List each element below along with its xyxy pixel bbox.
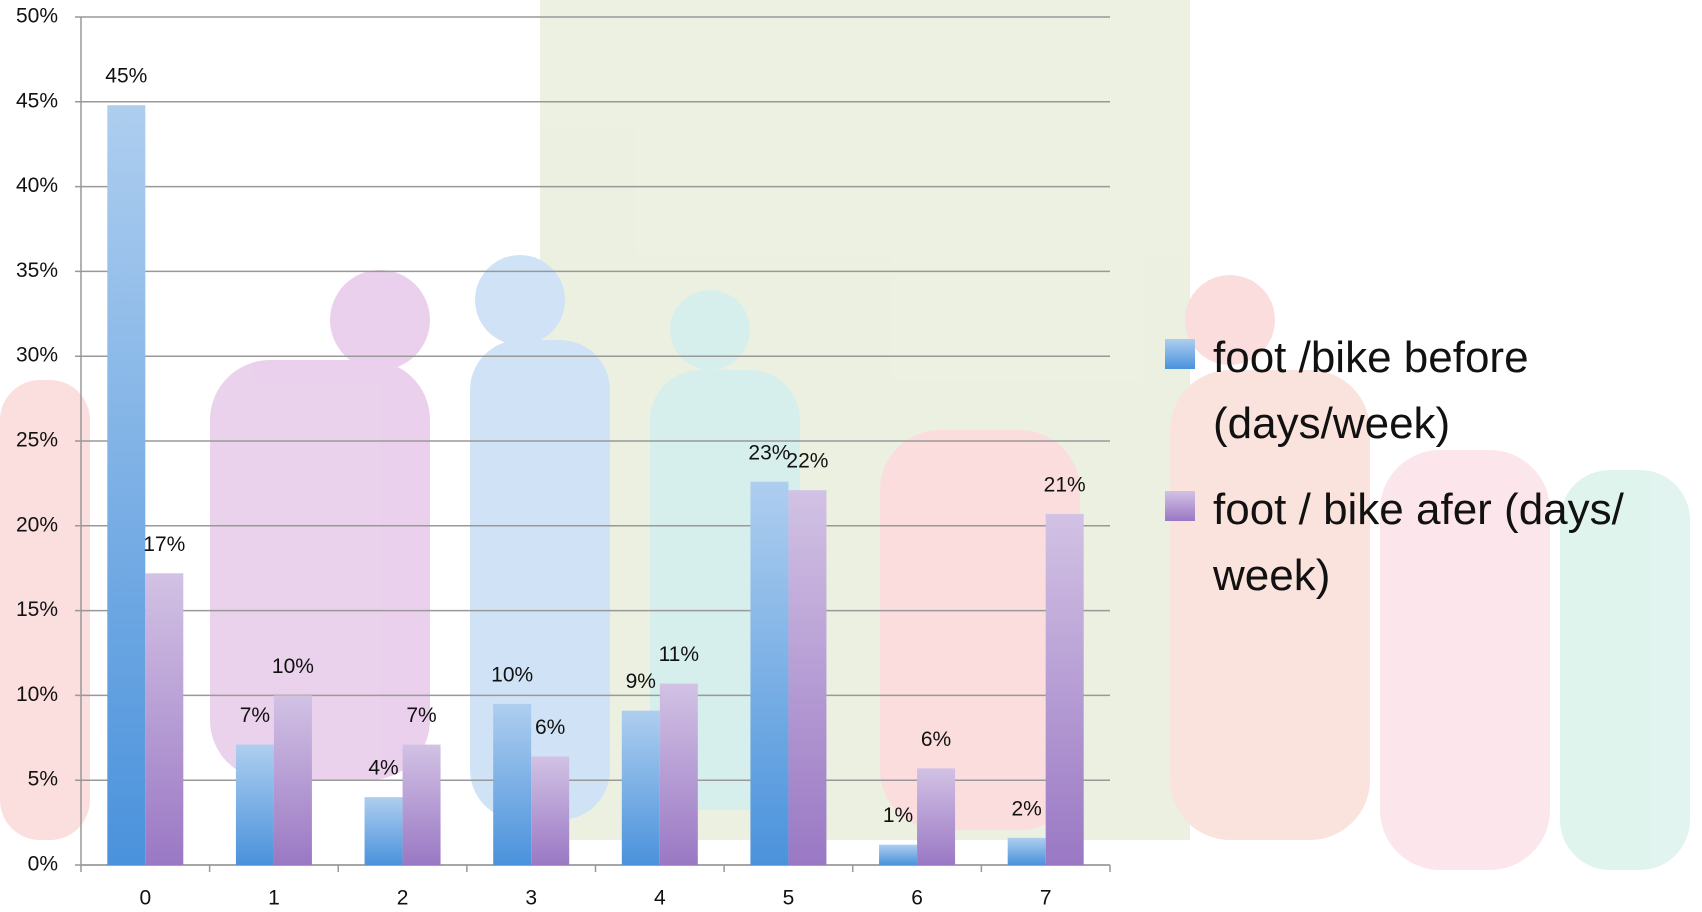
- y-tick-label: 10%: [16, 683, 58, 706]
- value-label: 9%: [626, 670, 656, 693]
- x-tick-label: 6: [911, 887, 923, 910]
- legend-swatch: [1165, 491, 1195, 521]
- bar: [917, 768, 956, 865]
- legend: foot /bike before (days/week) foot / bike…: [1165, 325, 1685, 629]
- bar: [107, 105, 146, 865]
- bar: [235, 744, 274, 865]
- y-tick-label: 0%: [28, 853, 58, 876]
- legend-label: foot / bike afer (days/ week): [1213, 485, 1624, 600]
- y-tick-label: 25%: [16, 429, 58, 452]
- y-tick-label: 35%: [16, 259, 58, 282]
- x-tick-label: 4: [654, 887, 666, 910]
- bar: [1007, 837, 1046, 865]
- x-tick-label: 7: [1040, 887, 1052, 910]
- x-tick-label: 2: [397, 887, 409, 910]
- value-label: 7%: [406, 704, 436, 727]
- bar: [402, 744, 441, 865]
- bar: [273, 695, 312, 865]
- value-label: 6%: [921, 728, 951, 751]
- bar: [621, 710, 660, 865]
- value-label: 7%: [240, 704, 270, 727]
- bar: [1045, 513, 1084, 865]
- y-tick-label: 20%: [16, 513, 58, 536]
- value-label: 1%: [883, 804, 913, 827]
- legend-swatch: [1165, 339, 1195, 369]
- bar: [879, 844, 918, 865]
- value-label: 2%: [1012, 797, 1042, 820]
- bar: [750, 481, 789, 865]
- y-tick-label: 40%: [16, 174, 58, 197]
- value-label: 22%: [786, 450, 828, 473]
- y-tick-label: 45%: [16, 89, 58, 112]
- value-label: 11%: [659, 643, 699, 666]
- y-tick-label: 30%: [16, 344, 58, 367]
- x-tick-label: 5: [783, 887, 795, 910]
- value-label: 23%: [748, 441, 790, 464]
- bar: [493, 703, 532, 865]
- x-tick-label: 0: [139, 887, 151, 910]
- x-tick-label: 3: [525, 887, 537, 910]
- y-tick-label: 15%: [16, 598, 58, 621]
- value-label: 4%: [368, 757, 398, 780]
- legend-item: foot /bike before (days/week): [1165, 325, 1685, 457]
- bar: [531, 756, 570, 865]
- value-label: 10%: [491, 663, 533, 686]
- legend-item: foot / bike afer (days/ week): [1165, 477, 1685, 609]
- bar: [788, 490, 827, 865]
- value-label: 17%: [143, 533, 185, 556]
- bar: [145, 573, 184, 865]
- legend-label: foot /bike before (days/week): [1213, 333, 1529, 448]
- value-label: 21%: [1044, 473, 1086, 496]
- y-tick-label: 50%: [16, 5, 58, 28]
- y-tick-label: 5%: [28, 768, 58, 791]
- value-label: 45%: [105, 65, 147, 88]
- x-tick-label: 1: [268, 887, 280, 910]
- bar: [659, 683, 698, 865]
- bar: [364, 797, 403, 865]
- value-label: 10%: [272, 655, 314, 678]
- value-label: 6%: [535, 716, 565, 739]
